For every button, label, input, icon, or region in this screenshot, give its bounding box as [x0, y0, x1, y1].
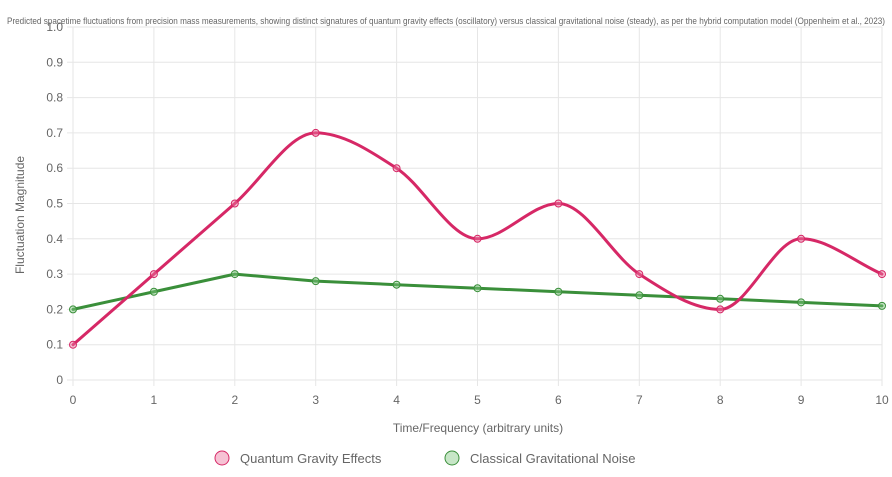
- grid: [67, 26, 883, 386]
- quantum-gravity-effects-point: [149, 270, 158, 279]
- classical-gravitational-noise-point: [473, 284, 482, 293]
- quantum-gravity-effects-point: [878, 270, 886, 279]
- classical-gravitational-noise-point: [635, 291, 644, 300]
- classical-gravitational-noise-point: [797, 298, 806, 307]
- y-tick-label: 0.4: [46, 232, 63, 246]
- classical-gravitational-noise-point: [878, 301, 886, 310]
- y-tick-label: 0.6: [46, 161, 63, 175]
- y-tick-label: 0.2: [46, 302, 63, 316]
- x-tick-label: 7: [636, 393, 643, 407]
- classical-gravitational-noise-point: [69, 305, 77, 314]
- quantum-gravity-effects-point: [635, 270, 644, 279]
- quantum-gravity-effects-point: [230, 199, 239, 208]
- quantum-gravity-effects-point: [716, 305, 725, 314]
- y-tick-label: 0.9: [46, 55, 63, 69]
- y-tick-label: 1.0: [46, 20, 63, 34]
- x-tick-label: 0: [70, 393, 77, 407]
- chart-title: Predicted spacetime fluctuations from pr…: [7, 16, 885, 27]
- y-tick-label: 0.1: [46, 338, 63, 352]
- quantum-gravity-effects-point: [797, 234, 806, 243]
- classical-gravitational-noise-point: [230, 270, 239, 279]
- y-tick-label: 0.5: [46, 197, 63, 211]
- x-tick-label: 8: [717, 393, 724, 407]
- quantum-gravity-effects-point: [554, 199, 563, 208]
- classical-gravitational-noise-point: [392, 280, 401, 289]
- x-axis-title: Time/Frequency (arbitrary units): [393, 421, 563, 435]
- classical-gravitational-noise-point: [554, 287, 563, 296]
- x-tick-label: 1: [151, 393, 158, 407]
- x-tick-label: 9: [798, 393, 805, 407]
- y-axis-ticks: 0 0.1 0.2 0.3 0.4 0.5 0.6 0.7 0.8 0.9 1.0: [46, 20, 63, 387]
- legend-item-classical-gravitational-noise[interactable]: Classical Gravitational Noise: [444, 450, 635, 466]
- classical-gravitational-noise-point: [716, 294, 725, 303]
- legend-label: Classical Gravitational Noise: [470, 451, 635, 466]
- legend-label: Quantum Gravity Effects: [240, 451, 382, 466]
- quantum-gravity-effects-line: [71, 131, 884, 347]
- quantum-gravity-effects-point: [311, 128, 320, 137]
- x-tick-label: 5: [474, 393, 481, 407]
- x-tick-label: 10: [875, 393, 889, 407]
- y-tick-label: 0.8: [46, 91, 63, 105]
- y-tick-label: 0.3: [46, 267, 63, 281]
- x-tick-label: 3: [312, 393, 319, 407]
- classical-gravitational-noise-point: [311, 277, 320, 286]
- x-axis-ticks: 0 1 2 3 4 5 6 7 8 9 10: [70, 393, 889, 407]
- x-tick-label: 2: [231, 393, 238, 407]
- x-tick-label: 4: [393, 393, 400, 407]
- classical-gravitational-noise-point: [149, 287, 158, 296]
- quantum-gravity-effects-point: [69, 340, 77, 349]
- legend[interactable]: Quantum Gravity Effects Classical Gravita…: [214, 450, 635, 466]
- y-tick-label: 0: [56, 373, 63, 387]
- y-axis-title: Fluctuation Magnitude: [13, 156, 27, 274]
- quantum-gravity-effects-point: [392, 164, 401, 173]
- classical-gravitational-noise-line: [71, 272, 884, 311]
- series-layer: [69, 128, 886, 349]
- quantum-gravity-effects-point: [473, 234, 482, 243]
- legend-marker: [214, 450, 230, 466]
- legend-marker: [444, 450, 460, 466]
- x-tick-label: 6: [555, 393, 562, 407]
- legend-item-quantum-gravity-effects[interactable]: Quantum Gravity Effects: [214, 450, 382, 466]
- y-tick-label: 0.7: [46, 126, 63, 140]
